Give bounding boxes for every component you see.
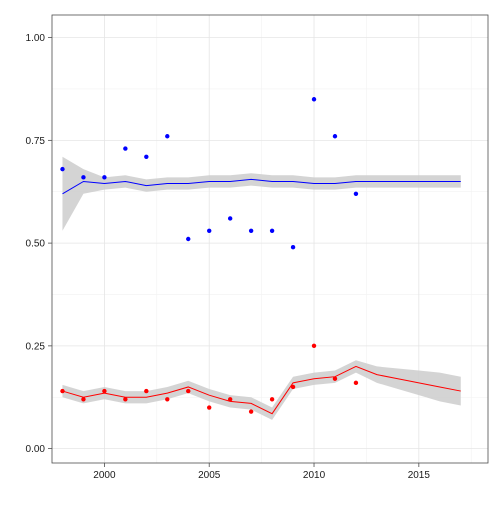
data-point-series-1	[144, 154, 149, 159]
data-point-series-2	[207, 405, 212, 410]
x-axis-tick-label: 2005	[198, 470, 221, 481]
data-point-series-2	[227, 397, 233, 402]
data-point-series-1	[227, 216, 233, 221]
data-point-series-2	[60, 388, 65, 394]
data-point-series-1	[248, 228, 254, 233]
plot-border	[51, 14, 489, 464]
data-points	[60, 97, 359, 414]
data-point-series-2	[248, 409, 254, 414]
data-point-series-2	[269, 397, 275, 402]
data-point-series-2	[144, 388, 149, 394]
y-axis-tick-label: 0.75	[26, 136, 46, 147]
trend-line-series-2	[62, 365, 461, 415]
y-axis-tick-label: 0.00	[26, 444, 46, 455]
trend-lines	[62, 178, 461, 415]
data-point-series-1	[269, 228, 275, 233]
data-point-series-2	[186, 388, 191, 394]
data-point-series-2	[353, 380, 359, 386]
y-axis-tick-label: 0.25	[26, 341, 46, 352]
data-point-series-1	[353, 191, 359, 196]
data-point-series-1	[60, 166, 65, 172]
trend-line-series-1	[62, 178, 461, 195]
data-point-series-1	[207, 228, 212, 233]
data-point-series-1	[81, 175, 86, 180]
data-point-series-1	[165, 134, 170, 139]
axis-layer: 2000 2005 2010 2015 0.00 0.25 0.50 0.75 1.00	[26, 33, 431, 481]
data-point-series-1	[290, 245, 296, 250]
x-axis-tick-label: 2015	[408, 470, 431, 481]
data-point-series-1	[332, 134, 338, 139]
data-point-series-2	[332, 376, 338, 381]
data-point-series-2	[102, 388, 107, 394]
data-point-series-2	[290, 384, 296, 390]
data-point-series-2	[123, 397, 128, 402]
y-axis-tick-label: 1.00	[26, 33, 46, 44]
data-point-series-1	[123, 146, 128, 151]
confidence-band-series-2	[62, 360, 461, 420]
data-point-series-2	[311, 343, 317, 349]
x-axis-tick-label: 2010	[303, 470, 326, 481]
confidence-band-series-1	[62, 156, 461, 231]
data-point-series-2	[165, 397, 170, 402]
data-point-series-1	[102, 175, 107, 180]
confidence-bands	[62, 156, 461, 420]
data-point-series-2	[81, 397, 86, 402]
data-point-series-1	[311, 97, 317, 102]
x-axis-tick-label: 2000	[93, 470, 116, 481]
y-axis-tick-label: 0.50	[26, 239, 46, 250]
data-point-series-1	[186, 236, 191, 242]
